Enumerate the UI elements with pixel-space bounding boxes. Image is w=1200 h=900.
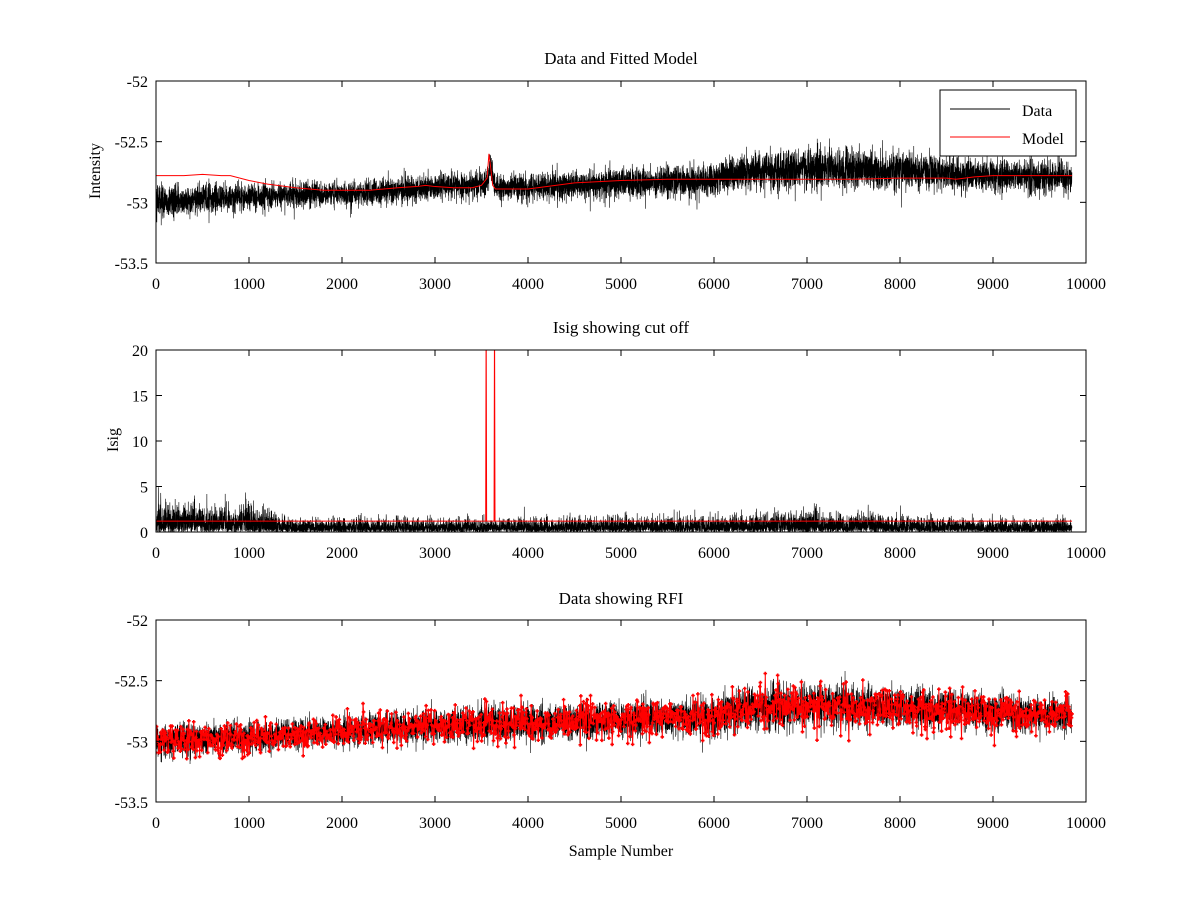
y-tick-label: 20 (132, 343, 148, 360)
x-tick-label: 4000 (512, 815, 544, 832)
series-data-line (156, 138, 1073, 226)
plot-area (156, 138, 1073, 226)
x-tick-label: 9000 (977, 815, 1009, 832)
axes: 0 1000 2000 3000 4000 5000 6000 7000 8000 9000 100… (115, 613, 1106, 832)
x-tick-label: 0 (152, 815, 160, 832)
plot-area (156, 350, 1073, 532)
y-tick-label: 10 (132, 434, 148, 451)
legend-label-data: Data (1022, 103, 1052, 120)
panel-isig-showing-cut-off: Isig showing cut off Isig 0 1000 2000 3000 4… (105, 318, 1106, 562)
x-tick-label: 2000 (326, 276, 358, 293)
x-tick-label: 6000 (698, 815, 730, 832)
series-isig-line (156, 487, 1073, 532)
y-tick-label: -52 (127, 613, 148, 630)
x-tick-label: 10000 (1066, 276, 1106, 293)
x-tick-label: 7000 (791, 815, 823, 832)
x-tick-label: 5000 (605, 545, 637, 562)
x-tick-label: 8000 (884, 545, 916, 562)
series-rfi-markers (156, 671, 1074, 761)
x-tick-label: 1000 (233, 815, 265, 832)
chart-title: Data and Fitted Model (544, 49, 698, 68)
plot-area (156, 671, 1074, 765)
panel-data-and-fitted-model: Data and Fitted Model Intensity 0 1000 200… (87, 49, 1106, 293)
chart-title: Data showing RFI (559, 589, 684, 608)
x-tick-label: 6000 (698, 276, 730, 293)
x-tick-label: 9000 (977, 545, 1009, 562)
x-tick-label: 6000 (698, 545, 730, 562)
x-axis-label: Sample Number (569, 843, 674, 860)
x-tick-label: 5000 (605, 815, 637, 832)
x-tick-label: 10000 (1066, 815, 1106, 832)
x-tick-label: 8000 (884, 276, 916, 293)
x-tick-label: 10000 (1066, 545, 1106, 562)
y-tick-label: -52.5 (115, 135, 148, 152)
y-tick-label: -53 (127, 734, 148, 751)
legend-label-model: Model (1022, 131, 1064, 148)
y-tick-label: 5 (140, 480, 148, 497)
x-tick-label: 0 (152, 545, 160, 562)
axes: 0 1000 2000 3000 4000 5000 6000 7000 8000 9000 100… (115, 74, 1106, 293)
x-tick-label: 1000 (233, 276, 265, 293)
y-axis-label: Intensity (87, 143, 104, 199)
panel-data-showing-rfi: Data showing RFI Sample Number 0 1000 2000… (115, 589, 1106, 860)
legend-box (939, 89, 1077, 157)
y-tick-label: -53 (127, 195, 148, 212)
chart-title: Isig showing cut off (553, 318, 689, 337)
x-tick-label: 0 (152, 276, 160, 293)
y-tick-label: -52 (127, 74, 148, 91)
x-tick-label: 5000 (605, 276, 637, 293)
y-axis-label: Isig (105, 428, 122, 452)
series-rfi-point-markers (156, 671, 1074, 761)
x-tick-label: 3000 (419, 545, 451, 562)
y-tick-label: -53.5 (115, 795, 148, 812)
x-tick-label: 7000 (791, 545, 823, 562)
axes: 0 1000 2000 3000 4000 5000 6000 7000 8000 9000 100… (132, 343, 1106, 562)
x-tick-label: 7000 (791, 276, 823, 293)
axes-frame (155, 349, 1087, 533)
x-tick-label: 3000 (419, 276, 451, 293)
x-tick-label: 4000 (512, 545, 544, 562)
x-tick-label: 2000 (326, 815, 358, 832)
y-tick-label: -52.5 (115, 674, 148, 691)
x-tick-label: 4000 (512, 276, 544, 293)
y-tick-label: 0 (140, 525, 148, 542)
series-model-line (156, 153, 1073, 191)
legend: Data Model (939, 89, 1077, 157)
series-cut-off-line (156, 350, 1073, 522)
x-tick-label: 3000 (419, 815, 451, 832)
x-tick-label: 2000 (326, 545, 358, 562)
x-tick-label: 9000 (977, 276, 1009, 293)
y-tick-label: -53.5 (115, 256, 148, 273)
x-tick-label: 1000 (233, 545, 265, 562)
x-tick-label: 8000 (884, 815, 916, 832)
y-tick-label: 15 (132, 389, 148, 406)
